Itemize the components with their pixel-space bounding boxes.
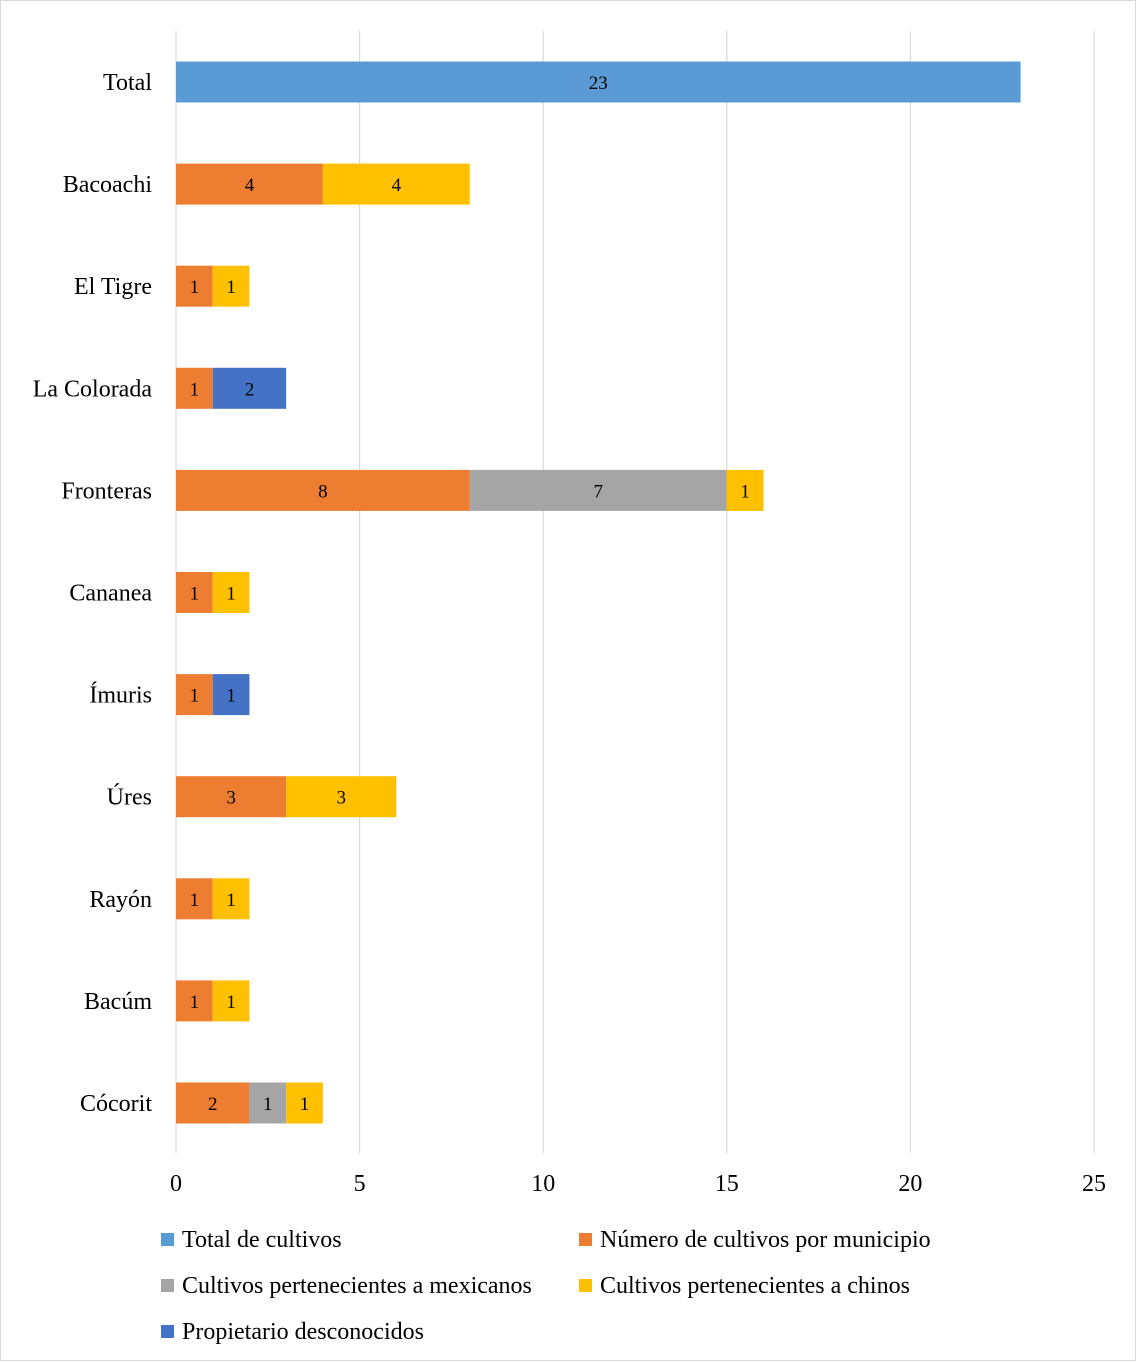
x-tick-label: 25 <box>1082 1171 1106 1197</box>
bar-segment <box>176 878 213 920</box>
legend-entry: Número de cultivos por municipio <box>600 1227 931 1253</box>
bar-segment <box>176 674 213 716</box>
x-tick-label: 5 <box>354 1171 366 1197</box>
bar-segment <box>726 469 764 511</box>
data-label: 1 <box>263 1094 273 1115</box>
data-label: 1 <box>226 277 236 298</box>
legend-swatch <box>579 1233 592 1246</box>
data-label: 2 <box>208 1094 218 1115</box>
bar-segment <box>176 163 323 205</box>
category-label: Total <box>103 70 152 96</box>
category-label: El Tigre <box>74 274 152 300</box>
x-tick-label: 10 <box>531 1171 555 1197</box>
data-label: 4 <box>392 175 402 196</box>
bar-segment <box>286 1082 323 1124</box>
data-label: 1 <box>190 584 200 605</box>
data-label: 23 <box>589 73 608 94</box>
bar-segment <box>176 776 287 818</box>
bar-segment <box>212 572 250 613</box>
legend: Total de cultivos Número de cultivos por … <box>161 1227 931 1345</box>
category-label: Úres <box>107 784 152 811</box>
data-label: 1 <box>190 992 200 1013</box>
bar-segment <box>212 674 250 716</box>
legend-swatch <box>161 1233 174 1246</box>
bar-segment <box>212 980 250 1022</box>
bars: 23 4 4 1 1 1 2 8 7 1 1 1 1 1 3 3 1 1 1 1 2 1 1 <box>176 61 1021 1124</box>
legend-swatch <box>579 1279 592 1292</box>
category-label: Ímuris <box>89 683 152 709</box>
bar-segment <box>176 469 470 511</box>
data-label: 1 <box>300 1094 310 1115</box>
data-label: 1 <box>740 481 750 502</box>
data-label: 1 <box>190 277 200 298</box>
data-label: 1 <box>226 890 236 911</box>
bar-segment <box>322 163 470 205</box>
bar-segment <box>176 367 213 409</box>
data-label: 3 <box>226 788 236 809</box>
legend-swatch <box>161 1325 174 1338</box>
legend-swatch <box>161 1279 174 1292</box>
data-label: 1 <box>190 686 200 707</box>
legend-entry: Total de cultivos <box>182 1227 342 1253</box>
x-axis-ticks: 0 5 10 15 20 25 <box>170 1171 1106 1197</box>
bar-segment <box>469 469 727 511</box>
category-label: La Colorada <box>33 376 153 402</box>
category-label: Rayón <box>89 887 152 913</box>
data-label: 7 <box>594 481 604 502</box>
bar-segment <box>176 1082 250 1124</box>
data-label: 1 <box>226 992 236 1013</box>
data-label: 1 <box>190 379 200 400</box>
bar-segment <box>212 265 250 307</box>
category-label: Bacoachi <box>63 172 153 198</box>
legend-entry: Cultivos pertenecientes a mexicanos <box>182 1273 532 1299</box>
bar-segment <box>176 61 1021 103</box>
bar-segment <box>176 265 213 307</box>
legend-entry: Propietario desconocidos <box>182 1319 424 1345</box>
data-label: 3 <box>336 788 346 809</box>
bar-segment <box>176 980 213 1022</box>
data-label: 2 <box>245 379 255 400</box>
x-tick-label: 20 <box>898 1171 922 1197</box>
data-label: 8 <box>318 481 328 502</box>
category-label: Bacúm <box>84 989 152 1015</box>
category-labels: Total Bacoachi El Tigre La Colorada Frontera… <box>33 70 153 1117</box>
gridlines <box>175 31 1095 1153</box>
bar-segment <box>176 572 213 613</box>
bar-segment <box>286 776 397 818</box>
x-tick-label: 15 <box>715 1171 739 1197</box>
category-label: Cananea <box>69 581 152 607</box>
bar-segment <box>212 367 287 409</box>
data-label: 1 <box>226 584 236 605</box>
legend-entry: Cultivos pertenecientes a chinos <box>600 1273 910 1299</box>
bar-segment <box>249 1082 287 1124</box>
bar-segment <box>212 878 250 920</box>
category-label: Cócorit <box>80 1091 152 1117</box>
data-label: 1 <box>190 890 200 911</box>
data-label: 1 <box>226 686 236 707</box>
category-label: Fronteras <box>61 478 152 504</box>
data-label: 4 <box>245 175 255 196</box>
x-tick-label: 0 <box>170 1171 182 1197</box>
